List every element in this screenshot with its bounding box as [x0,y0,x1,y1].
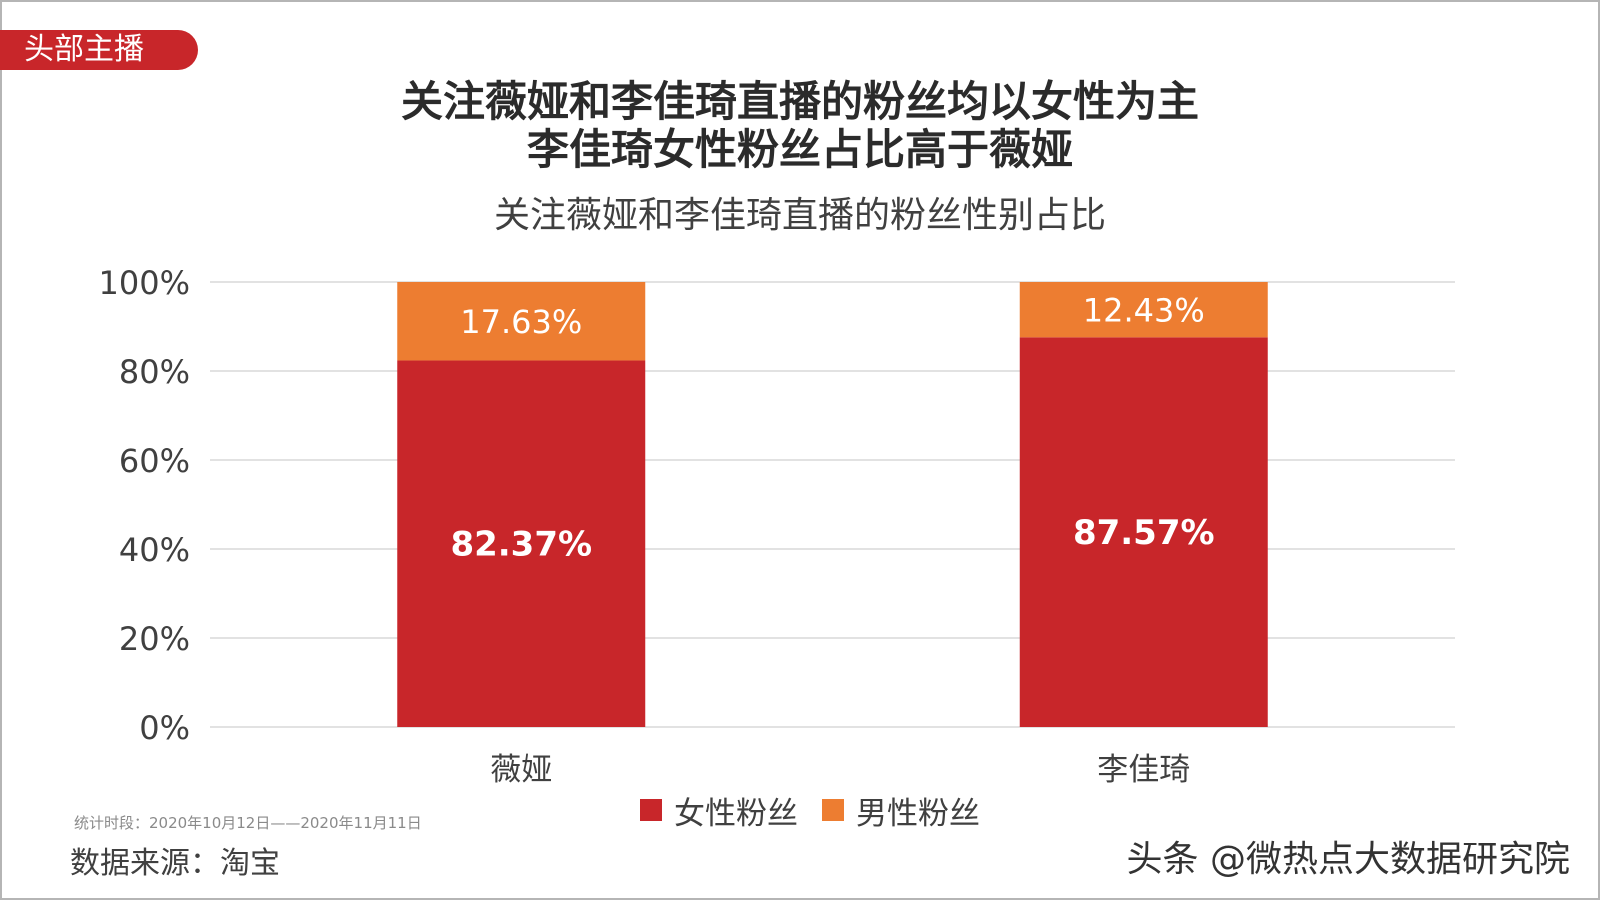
y-tick-label: 60% [119,442,190,480]
watermark: 头条 @微热点大数据研究院 [1127,830,1570,882]
y-tick-label: 100% [99,264,190,302]
watermark-text: 头条 @微热点大数据研究院 [1126,839,1570,880]
chart-legend: 女性粉丝 男性粉丝 [640,788,980,833]
legend-item-female: 女性粉丝 [640,788,798,833]
y-tick-label: 40% [119,531,190,569]
x-tick-label: 薇娅 [490,752,552,788]
bar-segment [397,360,646,727]
data-label: 82.37% [450,525,592,565]
chart-title: 关注薇娅和李佳琦直播的粉丝性别占比 [493,195,1106,236]
legend-label-female: 女性粉丝 [674,795,798,832]
legend-label-male: 男性粉丝 [856,795,980,832]
y-tick-label: 20% [119,620,190,658]
data-label: 17.63% [460,303,582,341]
data-label: 87.57% [1073,513,1215,553]
data-source: 数据来源：淘宝 [70,846,280,881]
headline-line-1: 关注薇娅和李佳琦直播的粉丝均以女性为主 [400,77,1199,126]
legend-swatch-female [640,799,662,821]
headline-line-2: 李佳琦女性粉丝占比高于薇娅 [526,125,1073,174]
bar-segment [1019,337,1268,727]
statistics-period: 统计时段：2020年10月12日——2020年11月11日 [74,814,422,832]
section-tag: 头部主播 [0,30,198,70]
bar-segment [1019,282,1268,338]
bar-segment [397,282,646,361]
legend-item-male: 男性粉丝 [822,788,980,833]
y-tick-label: 0% [139,709,190,747]
legend-swatch-male [822,799,844,821]
y-tick-label: 80% [119,353,190,391]
x-tick-label: 李佳琦 [1097,752,1190,788]
data-label: 12.43% [1083,292,1205,330]
